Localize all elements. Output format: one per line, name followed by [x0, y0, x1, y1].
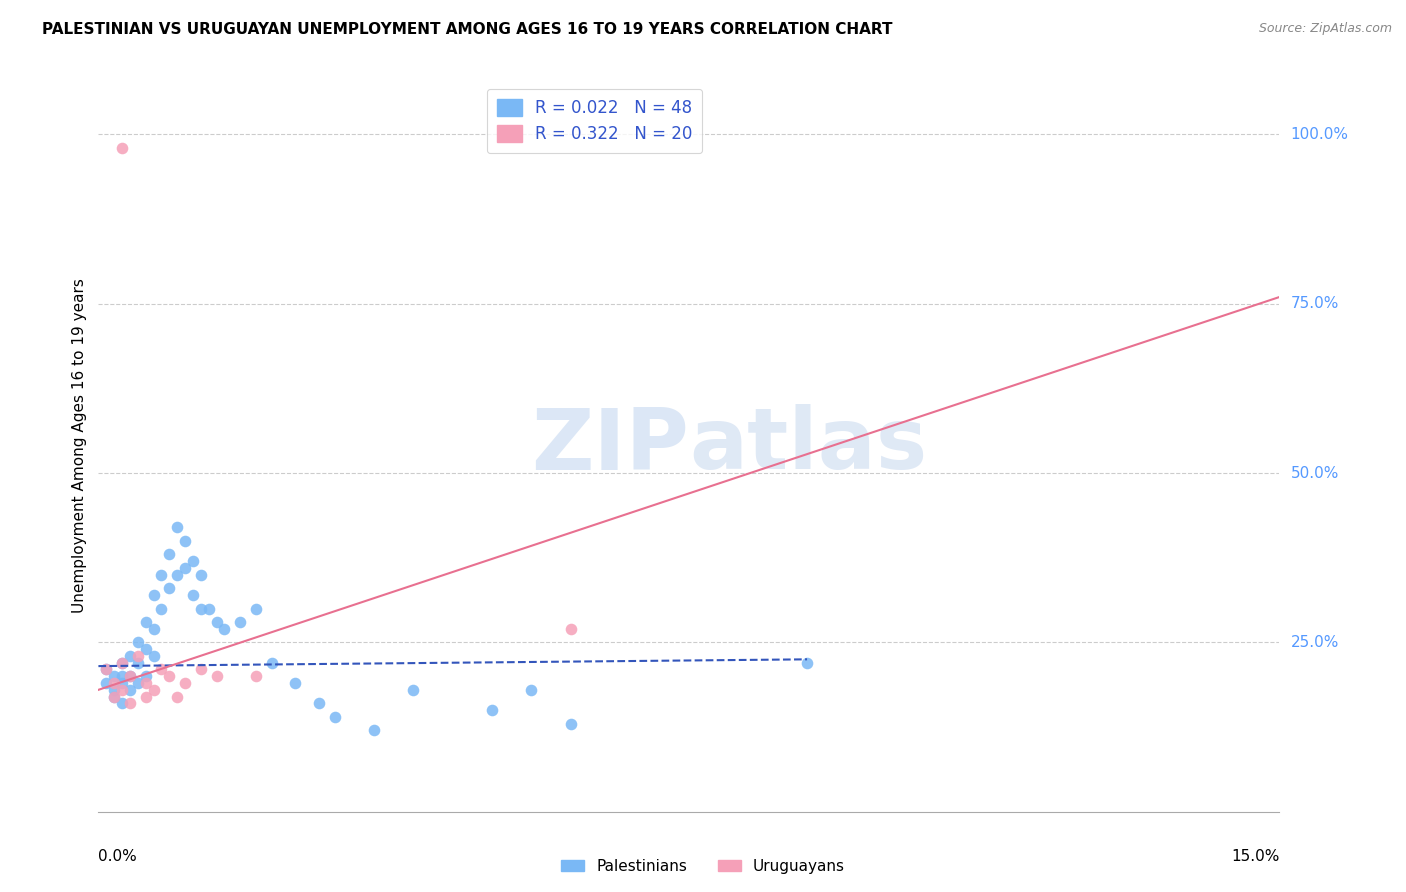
- Point: [142, 588, 165, 602]
- Point: [245, 669, 267, 683]
- Text: 0.0%: 0.0%: [98, 849, 138, 864]
- Point: [96, 676, 118, 690]
- Point: [103, 676, 125, 690]
- Point: [135, 690, 157, 704]
- Point: [181, 588, 204, 602]
- Point: [103, 690, 125, 704]
- Point: [520, 682, 543, 697]
- Point: [111, 669, 134, 683]
- Point: [127, 656, 149, 670]
- Point: [111, 656, 134, 670]
- Text: 75.0%: 75.0%: [1291, 296, 1339, 311]
- Point: [245, 601, 267, 615]
- Point: [103, 682, 125, 697]
- Point: [174, 561, 197, 575]
- Point: [481, 703, 503, 717]
- Point: [308, 697, 330, 711]
- Point: [363, 723, 385, 738]
- Text: ZIP: ZIP: [531, 404, 689, 488]
- Point: [205, 669, 228, 683]
- Point: [323, 710, 346, 724]
- Point: [190, 567, 212, 582]
- Point: [157, 669, 180, 683]
- Point: [166, 520, 188, 534]
- Legend: Palestinians, Uruguayans: Palestinians, Uruguayans: [555, 853, 851, 880]
- Point: [150, 663, 173, 677]
- Point: [111, 656, 134, 670]
- Point: [174, 533, 197, 548]
- Point: [135, 669, 157, 683]
- Point: [96, 663, 118, 677]
- Point: [166, 690, 188, 704]
- Point: [142, 682, 165, 697]
- Point: [118, 669, 141, 683]
- Point: [142, 622, 165, 636]
- Point: [150, 567, 173, 582]
- Point: [118, 648, 141, 663]
- Point: [111, 697, 134, 711]
- Point: [127, 648, 149, 663]
- Point: [96, 663, 118, 677]
- Point: [284, 676, 307, 690]
- Point: [111, 676, 134, 690]
- Point: [174, 676, 197, 690]
- Text: 25.0%: 25.0%: [1291, 635, 1339, 650]
- Point: [560, 716, 582, 731]
- Point: [205, 615, 228, 629]
- Text: 15.0%: 15.0%: [1232, 849, 1279, 864]
- Y-axis label: Unemployment Among Ages 16 to 19 years: Unemployment Among Ages 16 to 19 years: [72, 278, 87, 614]
- Point: [197, 601, 219, 615]
- Point: [214, 622, 236, 636]
- Point: [157, 581, 180, 595]
- Point: [127, 635, 149, 649]
- Point: [157, 547, 180, 561]
- Point: [190, 601, 212, 615]
- Text: 100.0%: 100.0%: [1291, 127, 1348, 142]
- Point: [135, 615, 157, 629]
- Text: atlas: atlas: [689, 404, 927, 488]
- Text: PALESTINIAN VS URUGUAYAN UNEMPLOYMENT AMONG AGES 16 TO 19 YEARS CORRELATION CHAR: PALESTINIAN VS URUGUAYAN UNEMPLOYMENT AM…: [42, 22, 893, 37]
- Point: [181, 554, 204, 568]
- Point: [103, 690, 125, 704]
- Point: [166, 567, 188, 582]
- Point: [796, 656, 818, 670]
- Point: [402, 682, 425, 697]
- Point: [118, 682, 141, 697]
- Point: [135, 642, 157, 657]
- Point: [103, 669, 125, 683]
- Point: [118, 669, 141, 683]
- Point: [127, 676, 149, 690]
- Point: [229, 615, 252, 629]
- Point: [560, 622, 582, 636]
- Point: [150, 601, 173, 615]
- Point: [111, 141, 134, 155]
- Point: [142, 648, 165, 663]
- Point: [118, 697, 141, 711]
- Point: [135, 676, 157, 690]
- Point: [190, 663, 212, 677]
- Legend: R = 0.022   N = 48, R = 0.322   N = 20: R = 0.022 N = 48, R = 0.322 N = 20: [486, 88, 703, 153]
- Text: Source: ZipAtlas.com: Source: ZipAtlas.com: [1258, 22, 1392, 36]
- Point: [111, 682, 134, 697]
- Point: [260, 656, 283, 670]
- Text: 50.0%: 50.0%: [1291, 466, 1339, 481]
